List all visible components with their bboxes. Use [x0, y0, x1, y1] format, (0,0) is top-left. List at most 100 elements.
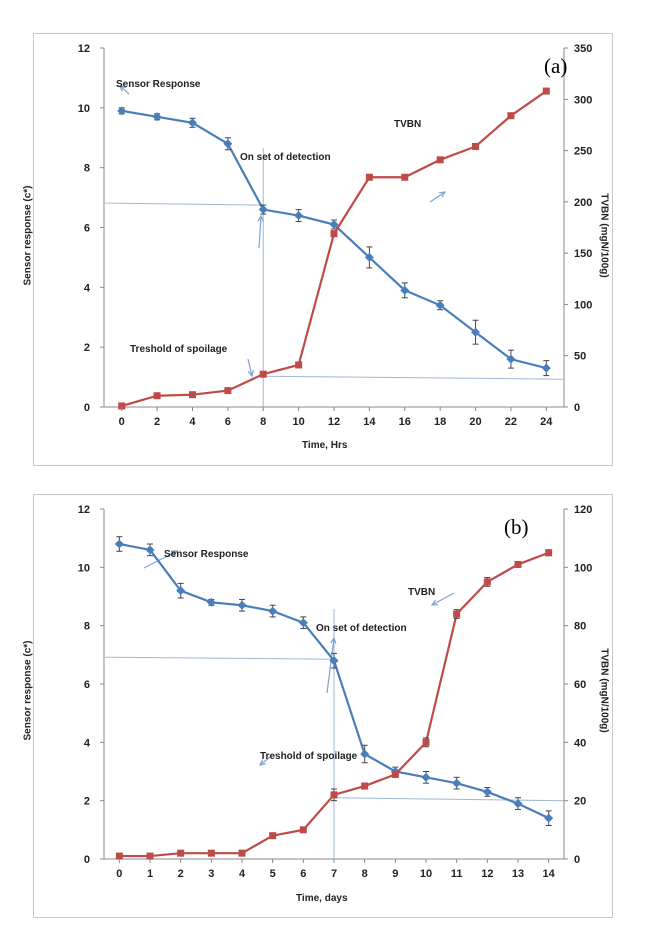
arrow-tvbn	[429, 191, 446, 203]
sensor-response-point	[268, 606, 278, 616]
x-tick-label: 24	[540, 416, 553, 428]
y-tick-label-left: 10	[78, 562, 90, 574]
x-tick-label: 10	[292, 416, 304, 428]
annotation-onset-b: On set of detection	[316, 623, 407, 634]
tvbn-point	[177, 849, 185, 857]
y-tick-label-right: 120	[574, 504, 592, 516]
tvbn-point	[330, 230, 338, 238]
y-tick-label-left: 2	[84, 342, 90, 354]
arrow-tvbn-head	[438, 191, 447, 198]
x-tick-label: 10	[420, 868, 432, 880]
x-tick-label: 18	[434, 416, 446, 428]
tvbn-point	[365, 173, 373, 181]
y-tick-label-right: 350	[574, 43, 592, 55]
tvbn-point	[401, 173, 409, 181]
sensor-response-point	[298, 618, 308, 628]
x-tick-label: 1	[147, 868, 153, 880]
tvbn-point	[146, 852, 154, 860]
arrow-onset	[326, 637, 335, 694]
tvbn-point	[514, 560, 522, 568]
tvbn-point	[422, 738, 430, 746]
sensor-response-point	[364, 252, 374, 262]
x-tick-label: 8	[260, 416, 266, 428]
y-tick-label-right: 100	[574, 299, 592, 311]
arrow-tvbn-head	[430, 599, 439, 606]
y-tick-label-right: 40	[574, 737, 586, 749]
annotation-threshold-a: Treshold of spoilage	[130, 344, 228, 355]
sensor-response-point	[117, 106, 127, 116]
y-tick-label-right: 150	[574, 248, 592, 260]
y-tick-label-right: 20	[574, 796, 586, 808]
y-axis-title-left-a: Sensor response (c*)	[22, 185, 34, 286]
sensor-response-point	[258, 205, 268, 215]
sensor-response-point	[541, 363, 551, 373]
chart-panel-a: 0 2 4 6 8 10 12 0 50 100 150 200 250 300 350 0 2 4 6 8 10 12 1…	[23, 33, 613, 466]
x-tick-label: 13	[512, 868, 524, 880]
y-tick-label-right: 50	[574, 351, 586, 363]
sensor-response-point	[452, 778, 462, 788]
tvbn-point	[269, 832, 277, 840]
x-tick-label: 8	[362, 868, 368, 880]
annotation-tvbn-b: TVBN	[408, 587, 436, 598]
sensor-response-point	[114, 539, 124, 549]
x-tick-label: 0	[116, 868, 122, 880]
tvbn-point	[153, 392, 161, 400]
annotation-sensor-response-b: Sensor Response	[164, 549, 249, 560]
sensor-response-point	[176, 586, 186, 596]
y-tick-label-left: 12	[78, 504, 90, 516]
arrow-sensor-response	[143, 550, 178, 569]
x-tick-label: 11	[451, 868, 463, 880]
sensor-response-point	[329, 656, 339, 666]
chart-panel-b: 0 2 4 6 8 10 12 0 20 40 60 80 100 120 0 1 2 3 4 5 6 7 8 9 10 11 12…	[23, 494, 613, 918]
panel-label-a: (a)	[544, 54, 568, 78]
threshold-horizontal-line	[333, 797, 565, 802]
panel-label-b: (b)	[504, 515, 529, 539]
y-tick-label-right: 300	[574, 94, 592, 106]
x-axis-title-a: Time, Hrs	[302, 440, 348, 451]
x-tick-label: 3	[208, 868, 214, 880]
arrow-sensor-response-head	[170, 550, 179, 557]
tvbn-point	[299, 826, 307, 834]
sensor-response-point	[152, 112, 162, 122]
annotation-sensor-response-a: Sensor Response	[116, 79, 201, 90]
arrow-onset	[258, 215, 262, 249]
sensor-response-point	[421, 772, 431, 782]
arrow-sensor-response	[119, 85, 130, 95]
arrow-onset-head	[257, 214, 264, 222]
x-tick-label: 12	[328, 416, 340, 428]
y-tick-label-left: 2	[84, 796, 90, 808]
tvbn-point	[224, 387, 232, 395]
tvbn-point	[238, 849, 246, 857]
arrow-onset-head	[330, 636, 337, 644]
sensor-response-point	[145, 545, 155, 555]
sensor-response-point	[400, 285, 410, 295]
tvbn-point	[295, 361, 303, 369]
y-tick-label-left: 4	[84, 737, 91, 749]
y-tick-label-left: 8	[84, 621, 90, 633]
sensor-response-point	[329, 220, 339, 230]
sensor-response-point	[360, 749, 370, 759]
y-tick-label-right: 250	[574, 146, 592, 158]
x-tick-label: 5	[270, 868, 276, 880]
y-axis-title-left-b: Sensor response (c*)	[22, 640, 34, 741]
x-tick-label: 4	[189, 416, 196, 428]
onset-horizontal-line	[103, 656, 335, 660]
sensor-response-point	[187, 118, 197, 128]
tvbn-point	[118, 402, 126, 410]
tvbn-point	[507, 112, 515, 120]
y-axis-title-right-b: TVBN (mgN/100g)	[598, 648, 610, 733]
arrow-threshold-head	[258, 759, 266, 766]
y-tick-label-left: 0	[84, 854, 90, 866]
tvbn-point	[207, 849, 215, 857]
sensor-response-point	[237, 600, 247, 610]
tvbn-point	[542, 87, 550, 95]
y-tick-label-left: 6	[84, 679, 90, 691]
y-tick-label-right: 100	[574, 562, 592, 574]
y-tick-label-right: 200	[574, 197, 592, 209]
sensor-response-point	[471, 327, 481, 337]
x-tick-label: 22	[505, 416, 517, 428]
tvbn-point	[115, 852, 123, 860]
y-tick-label-left: 10	[78, 103, 90, 115]
